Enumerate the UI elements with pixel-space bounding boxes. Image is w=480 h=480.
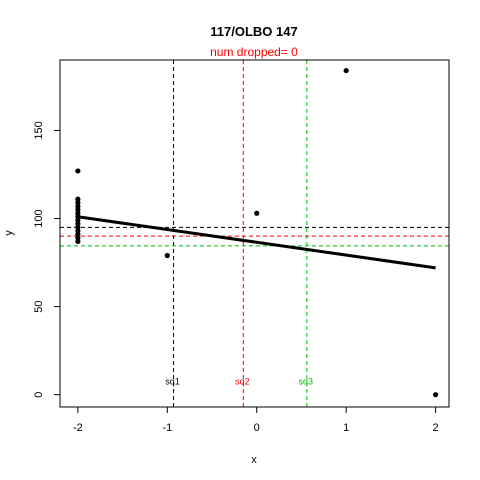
fit-line [77,215,436,270]
y-tick-label: 150 [33,121,45,139]
data-point [343,67,349,74]
y-tick-label: 100 [33,209,45,227]
y-tick-label: 50 [33,300,45,312]
chart-subtitle: num dropped= 0 [210,45,298,59]
plot-area: sq1 sq2 sq3 [60,60,449,407]
y-tick-label: 0 [33,392,45,398]
x-tick-label: -2 [73,422,83,434]
data-point [75,238,81,245]
x-tick-label: 0 [254,422,260,434]
data-point [75,168,81,174]
data-point [164,252,170,259]
vline-label-sq2: sq2 [235,376,250,386]
y-axis-title: y [3,230,15,236]
data-point [254,210,260,216]
x-axis-title: x [251,454,257,466]
vline-label-sq1: sq1 [165,376,180,386]
x-tick-label: 1 [343,422,349,434]
plot-frame [59,59,450,408]
y-axis: 0 50 100 150 [33,121,61,398]
x-tick-label: -1 [162,422,172,434]
data-point [432,392,439,398]
x-tick-label: 2 [433,422,439,434]
chart-title: 117/OLBO 147 [210,24,297,39]
vline-label-sq3: sq3 [299,376,314,386]
x-axis: -2 -1 0 1 2 [73,406,439,434]
